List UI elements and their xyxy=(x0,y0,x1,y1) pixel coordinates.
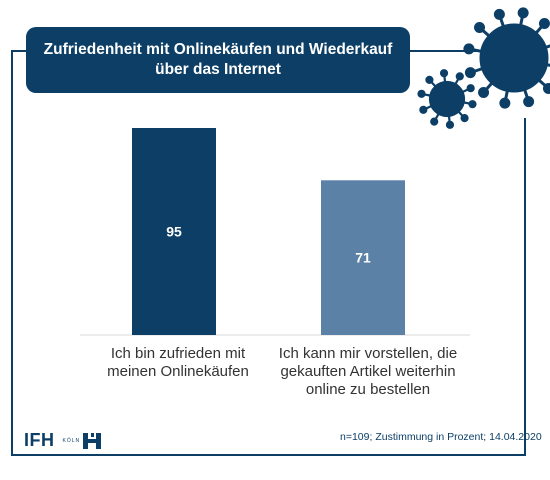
category-label-satisfied: Ich bin zufrieden mit meinen Onlinekäufen xyxy=(78,345,278,381)
virus-spike-tip xyxy=(419,105,428,114)
virus-spike-tip xyxy=(425,75,434,84)
footnote: n=109; Zustimmung in Prozent; 14.04.2020 xyxy=(340,431,542,443)
chart-frame-right-edge xyxy=(524,118,526,456)
virus-body xyxy=(428,80,466,118)
category-label-line: Ich bin zufrieden mit xyxy=(110,345,246,362)
chart-title: Zufriedenheit mit Onlinekäufen und Wiede… xyxy=(26,27,410,93)
virus-spike xyxy=(543,44,550,50)
logo-mark-icon xyxy=(83,432,102,449)
virus-spike-tip xyxy=(468,100,477,109)
virus-icon-small xyxy=(417,69,477,129)
virus-spike-tip xyxy=(464,67,476,79)
virus-spike-tip xyxy=(493,8,505,20)
chart-title-line1: Zufriedenheit mit Onlinekäufen und Wiede… xyxy=(43,41,393,58)
virus-spike-tip xyxy=(523,96,535,108)
category-label-line: gekauften Artikel weiterhin xyxy=(280,363,456,380)
category-label-line: online zu bestellen xyxy=(305,381,431,398)
virus-spike-tip xyxy=(499,97,511,109)
bar-1 xyxy=(132,128,216,335)
virus-spike-tip xyxy=(474,22,486,34)
virus-spike-tip xyxy=(538,18,550,30)
logo-subtext: KÖLN xyxy=(62,437,81,444)
virus-spike xyxy=(544,63,550,67)
chart-title-line2: über das Internet xyxy=(155,61,281,78)
virus-spike-tip xyxy=(542,82,550,94)
virus-spike-tip xyxy=(460,114,469,123)
virus-spike-tip xyxy=(455,72,464,81)
virus-spike-tip xyxy=(439,69,449,78)
virus-spike-tip xyxy=(517,7,529,19)
virus-spike-tip xyxy=(466,84,475,93)
category-label-line: Ich kann mir vorstellen, die xyxy=(278,345,458,362)
bar-2 xyxy=(321,180,405,335)
virus-spike-tip xyxy=(463,43,475,55)
category-label-line: meinen Onlinekäufen xyxy=(107,363,249,380)
ifh-logo: IFH KÖLN xyxy=(24,430,105,451)
virus-body xyxy=(479,23,549,93)
category-label-reorder: Ich kann mir vorstellen, die gekauften Ar… xyxy=(268,345,468,399)
virus-icon-large xyxy=(463,7,550,109)
virus-spike-tip xyxy=(430,117,439,126)
virus-spike-tip xyxy=(445,120,455,129)
logo-text: IFH xyxy=(24,430,55,450)
bar-value-label-1: 95 xyxy=(166,224,182,240)
virus-spike-tip xyxy=(478,86,490,98)
virus-spike-tip xyxy=(417,89,426,98)
bar-value-label-2: 71 xyxy=(355,250,371,266)
